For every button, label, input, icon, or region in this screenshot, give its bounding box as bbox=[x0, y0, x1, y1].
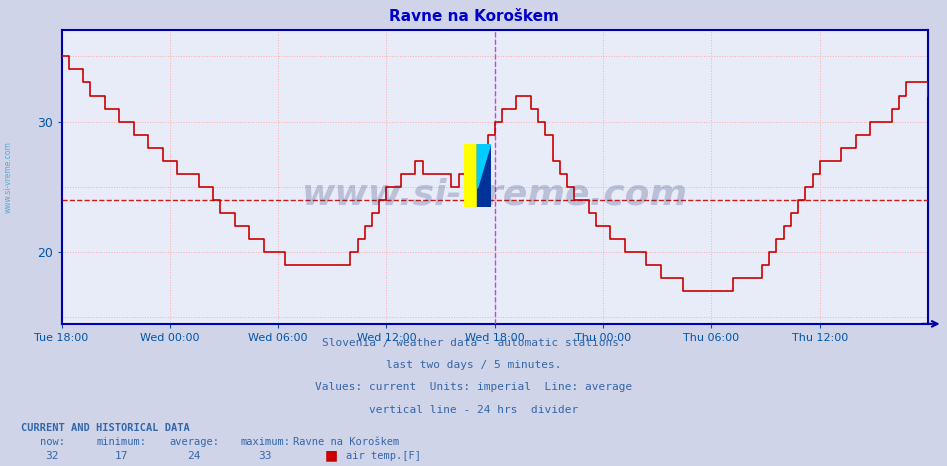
Text: now:: now: bbox=[40, 437, 64, 447]
Text: Ravne na Koroškem: Ravne na Koroškem bbox=[388, 9, 559, 24]
Polygon shape bbox=[477, 144, 491, 189]
Text: average:: average: bbox=[170, 437, 219, 447]
Bar bbox=[464, 144, 477, 207]
Text: www.si-vreme.com: www.si-vreme.com bbox=[302, 178, 688, 212]
Text: minimum:: minimum: bbox=[97, 437, 146, 447]
Text: last two days / 5 minutes.: last two days / 5 minutes. bbox=[385, 360, 562, 370]
Text: air temp.[F]: air temp.[F] bbox=[346, 451, 420, 461]
Text: Values: current  Units: imperial  Line: average: Values: current Units: imperial Line: av… bbox=[314, 382, 633, 392]
Text: 32: 32 bbox=[45, 451, 59, 461]
Text: maximum:: maximum: bbox=[241, 437, 290, 447]
Text: 17: 17 bbox=[115, 451, 128, 461]
Text: Ravne na Koroškem: Ravne na Koroškem bbox=[293, 437, 399, 447]
Text: 24: 24 bbox=[188, 451, 201, 461]
Bar bbox=[477, 144, 491, 207]
Text: www.si-vreme.com: www.si-vreme.com bbox=[4, 141, 13, 213]
Text: ■: ■ bbox=[325, 449, 338, 463]
Text: Slovenia / weather data - automatic stations.: Slovenia / weather data - automatic stat… bbox=[322, 337, 625, 348]
Text: 33: 33 bbox=[259, 451, 272, 461]
Text: CURRENT AND HISTORICAL DATA: CURRENT AND HISTORICAL DATA bbox=[21, 423, 189, 433]
Text: vertical line - 24 hrs  divider: vertical line - 24 hrs divider bbox=[369, 404, 578, 415]
